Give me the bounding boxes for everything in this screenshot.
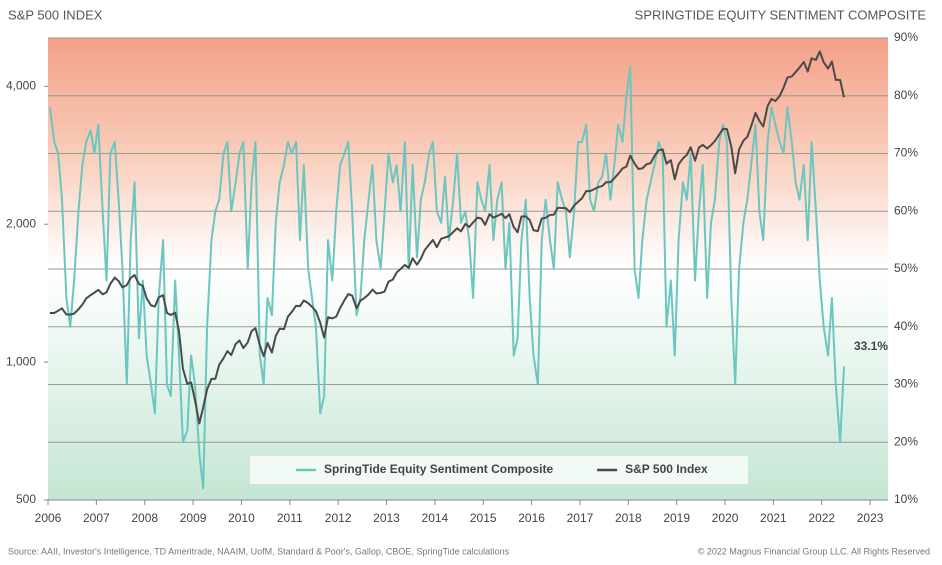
y2-tick-label: 10% [894,492,918,506]
x-tick-label: 2014 [422,511,449,525]
y2-tick-label: 80% [894,88,918,102]
y2-tick-label: 20% [894,434,918,448]
x-tick-label: 2017 [567,511,594,525]
y-tick-label: 4,000 [6,79,36,93]
x-tick-label: 2008 [131,511,158,525]
x-tick-label: 2011 [277,511,303,525]
legend: SpringTide Equity Sentiment Composite S&P… [250,456,748,484]
copyright: © 2022 Magnus Financial Group LLC. All R… [698,546,930,556]
x-tick-label: 2007 [83,511,110,525]
x-tick-label: 2020 [712,511,739,525]
x-tick-label: 2023 [857,511,884,525]
y2-tick-label: 70% [894,146,918,160]
y2-tick-label: 40% [894,319,918,333]
x-tick-label: 2009 [180,511,207,525]
x-tick-label: 2006 [35,511,62,525]
y-tick-label: 1,000 [6,354,36,368]
y2-tick-label: 90% [894,30,918,44]
x-tick-label: 2013 [373,511,400,525]
left-axis-title: S&P 500 INDEX [8,7,103,22]
x-tick-label: 2019 [663,511,690,525]
x-tick-label: 2021 [760,511,787,525]
series-line [48,65,845,490]
legend-label: S&P 500 Index [625,462,708,476]
x-tick-label: 2018 [615,511,642,525]
source-note: Source: AAII, Investor's Intelligence, T… [8,546,510,556]
y-tick-label: 2,000 [6,216,36,230]
legend-label: SpringTide Equity Sentiment Composite [324,462,553,476]
y2-tick-label: 60% [894,203,918,217]
series-line [49,50,845,425]
y-tick-label: 500 [16,492,36,506]
value-label: 33.1% [854,339,888,353]
x-tick-label: 2015 [470,511,497,525]
right-axis-title: SPRINGTIDE EQUITY SENTIMENT COMPOSITE [635,7,927,22]
y2-tick-label: 50% [894,261,918,275]
x-tick-label: 2012 [325,511,352,525]
x-tick-label: 2010 [228,511,255,525]
legend-box [250,456,748,484]
x-tick-label: 2022 [808,511,835,525]
y2-tick-label: 30% [894,377,918,391]
x-tick-label: 2016 [518,511,545,525]
